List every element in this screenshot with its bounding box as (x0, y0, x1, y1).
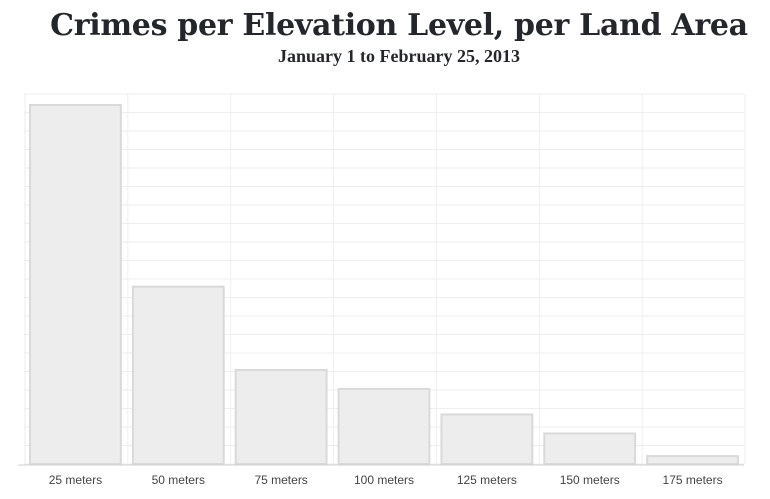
x-axis: 25 meters 50 meters 75 meters 100 meters 125… (18, 464, 744, 487)
bar (543, 432, 637, 465)
bars (29, 104, 740, 466)
x-tick-label: 175 meters (663, 473, 723, 487)
x-tick-label: 25 meters (49, 473, 102, 487)
bar (131, 285, 225, 465)
x-tick-label: 100 meters (354, 473, 414, 487)
x-tick-label: 50 meters (152, 473, 205, 487)
bar (646, 455, 740, 465)
bar (29, 104, 122, 465)
x-tick-label: 125 meters (457, 473, 517, 487)
x-tick-label: 150 meters (560, 473, 620, 487)
bar (234, 368, 328, 465)
bar (337, 387, 431, 465)
x-tick-label: 75 meters (254, 473, 307, 487)
chart-title: Crimes per Elevation Level, per Land Are… (50, 8, 748, 43)
chart-subtitle: January 1 to February 25, 2013 (278, 46, 520, 66)
bar (440, 413, 534, 466)
